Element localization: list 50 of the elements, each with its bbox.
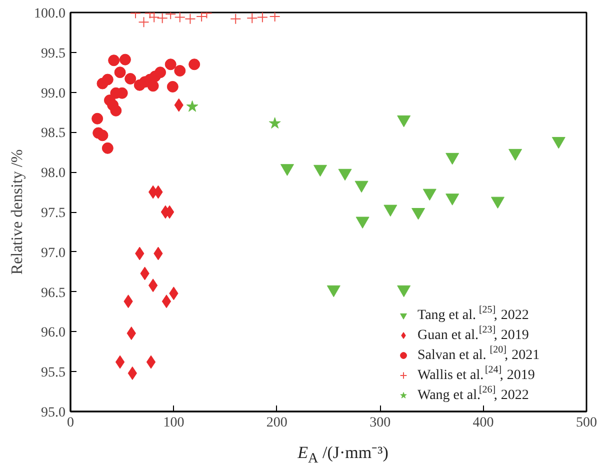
point xyxy=(166,80,178,92)
x-tick-label: 100 xyxy=(163,416,184,430)
y-tick-label: 97.0 xyxy=(41,246,66,261)
y-tick-label: 96.0 xyxy=(41,326,66,341)
point xyxy=(174,65,186,76)
y-tick-label: 96.5 xyxy=(41,286,66,301)
point xyxy=(156,12,168,24)
x-tick-label: 300 xyxy=(370,416,391,430)
point xyxy=(174,12,186,23)
point xyxy=(115,355,125,369)
point xyxy=(148,12,160,23)
x-axis-title: E$_{A}$ /(J·mm⁻³) xyxy=(298,442,388,468)
point xyxy=(110,104,122,116)
point xyxy=(138,16,150,28)
y-tick-label: 98.0 xyxy=(41,166,66,182)
point xyxy=(162,294,172,308)
x-tick-label: 0 xyxy=(67,416,74,430)
y-tick-label: 95.0 xyxy=(41,406,66,420)
point xyxy=(184,13,196,24)
point xyxy=(148,278,158,292)
point xyxy=(268,117,281,129)
point xyxy=(154,66,166,78)
point xyxy=(147,80,159,92)
point xyxy=(246,12,258,24)
x-tick-label: 400 xyxy=(472,416,494,430)
point xyxy=(128,366,138,380)
point xyxy=(92,112,104,124)
y-tick-label: 99.5 xyxy=(41,46,66,62)
x-tick-label: 200 xyxy=(266,416,288,430)
y-tick-label: 100.0 xyxy=(34,6,66,22)
point xyxy=(186,100,198,112)
point xyxy=(96,130,108,142)
y-axis-title: Relative density /% xyxy=(9,149,26,275)
y-tick-label: 99.0 xyxy=(41,86,66,102)
point xyxy=(102,74,114,86)
point xyxy=(124,72,136,84)
point xyxy=(102,142,114,154)
point xyxy=(108,54,120,66)
point xyxy=(164,58,176,70)
point xyxy=(256,12,268,23)
y-tick-label: 98.5 xyxy=(41,126,66,142)
point xyxy=(114,66,126,78)
point xyxy=(119,54,131,66)
point xyxy=(146,355,156,369)
y-tick-label: 95.5 xyxy=(41,366,66,381)
point xyxy=(269,12,280,22)
point xyxy=(230,13,242,24)
point xyxy=(188,58,200,70)
x-tick-label: 500 xyxy=(576,416,597,430)
y-tick-label: 97.5 xyxy=(41,206,66,221)
